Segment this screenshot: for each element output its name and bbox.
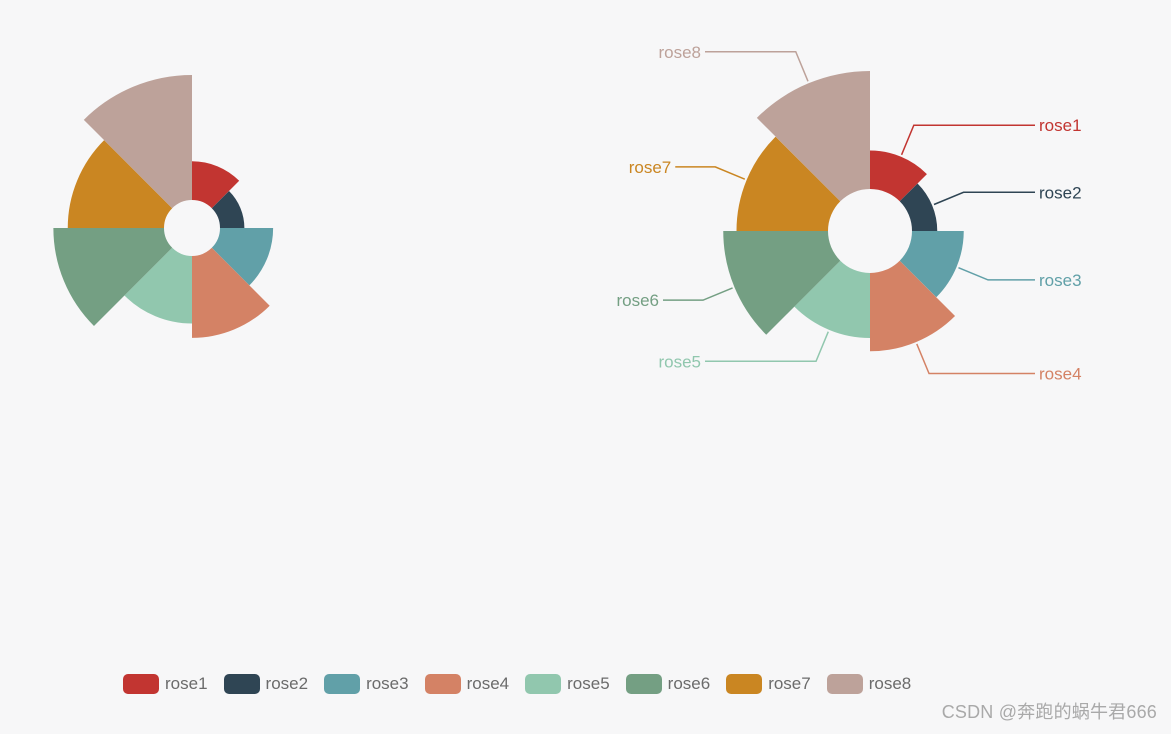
legend-label: rose8	[868, 674, 912, 693]
slice-label-rose7: rose7	[629, 158, 672, 177]
rose-slice-rose6[interactable]	[723, 231, 841, 335]
rose-slice-rose8[interactable]	[83, 75, 192, 209]
label-leader-line	[675, 166, 746, 180]
legend-swatch-rose6	[625, 674, 662, 694]
slice-label-rose1: rose1	[1039, 116, 1082, 135]
rose-slice-rose8[interactable]	[756, 71, 870, 202]
legend-swatch-rose3	[324, 674, 361, 694]
legend-label: rose7	[768, 674, 811, 693]
rose-slice-rose2[interactable]	[211, 190, 245, 228]
rose-slice-rose3[interactable]	[211, 228, 274, 286]
legend: rose1 rose2 rose3 rose4 rose5 rose6 rose…	[123, 670, 911, 698]
legend-item-rose8[interactable]: rose8	[826, 674, 912, 694]
legend-item-rose5[interactable]: rose5	[525, 674, 610, 694]
rose-slice-rose4[interactable]	[192, 247, 270, 338]
legend-swatch-rose8	[826, 674, 863, 694]
legend-swatch-rose2	[223, 674, 260, 694]
label-leader-line	[933, 191, 1035, 206]
watermark: CSDN @奔跑的蜗牛君666	[941, 702, 1157, 722]
legend-item-rose6[interactable]: rose6	[625, 674, 711, 694]
slice-label-rose2: rose2	[1039, 183, 1082, 202]
legend-swatch-rose4	[424, 674, 461, 694]
label-leader-line	[916, 343, 1035, 375]
label-leader-line	[705, 331, 829, 363]
slice-label-rose8: rose8	[658, 43, 701, 62]
rose-slice-rose6[interactable]	[53, 228, 173, 327]
legend-label: rose4	[466, 674, 510, 693]
legend-label: rose5	[567, 674, 610, 693]
legend-item-rose7[interactable]: rose7	[726, 674, 811, 694]
rose-slice-rose7[interactable]	[67, 140, 173, 228]
rose-slice-rose5[interactable]	[124, 247, 192, 324]
slice-label-rose3: rose3	[1039, 271, 1082, 290]
rose-slice-rose1[interactable]	[870, 150, 927, 202]
legend-label: rose1	[165, 674, 208, 693]
rose-slice-rose1[interactable]	[192, 161, 240, 209]
slice-label-rose6: rose6	[616, 291, 659, 310]
rose-chart-2: rose1 rose2 rose3 rose4 rose5 rose6 rose7 rose8	[616, 43, 1081, 384]
legend-label: rose2	[265, 674, 309, 693]
legend-label: rose3	[366, 674, 409, 693]
legend-item-rose3[interactable]: rose3	[324, 674, 409, 694]
rose-slice-rose2[interactable]	[899, 183, 938, 231]
label-leader-line	[705, 51, 809, 82]
label-leader-line	[663, 287, 733, 301]
legend-item-rose2[interactable]: rose2	[223, 674, 309, 694]
rose-slice-rose7[interactable]	[736, 136, 841, 231]
legend-swatch-rose1	[123, 674, 159, 694]
rose-slice-rose3[interactable]	[899, 231, 964, 298]
legend-swatch-rose7	[726, 674, 763, 694]
legend-swatch-rose5	[525, 674, 562, 694]
rose-slice-rose5[interactable]	[794, 260, 870, 338]
legend-item-rose4[interactable]: rose4	[424, 674, 510, 694]
legend-label: rose6	[667, 674, 711, 693]
slice-label-rose4: rose4	[1039, 365, 1082, 384]
rose-slice-rose4[interactable]	[870, 260, 956, 352]
legend-item-rose1[interactable]: rose1	[123, 674, 208, 694]
label-leader-line	[958, 266, 1035, 281]
label-leader-line	[900, 124, 1035, 156]
rose-chart-1	[53, 75, 274, 338]
slice-label-rose5: rose5	[658, 352, 701, 371]
